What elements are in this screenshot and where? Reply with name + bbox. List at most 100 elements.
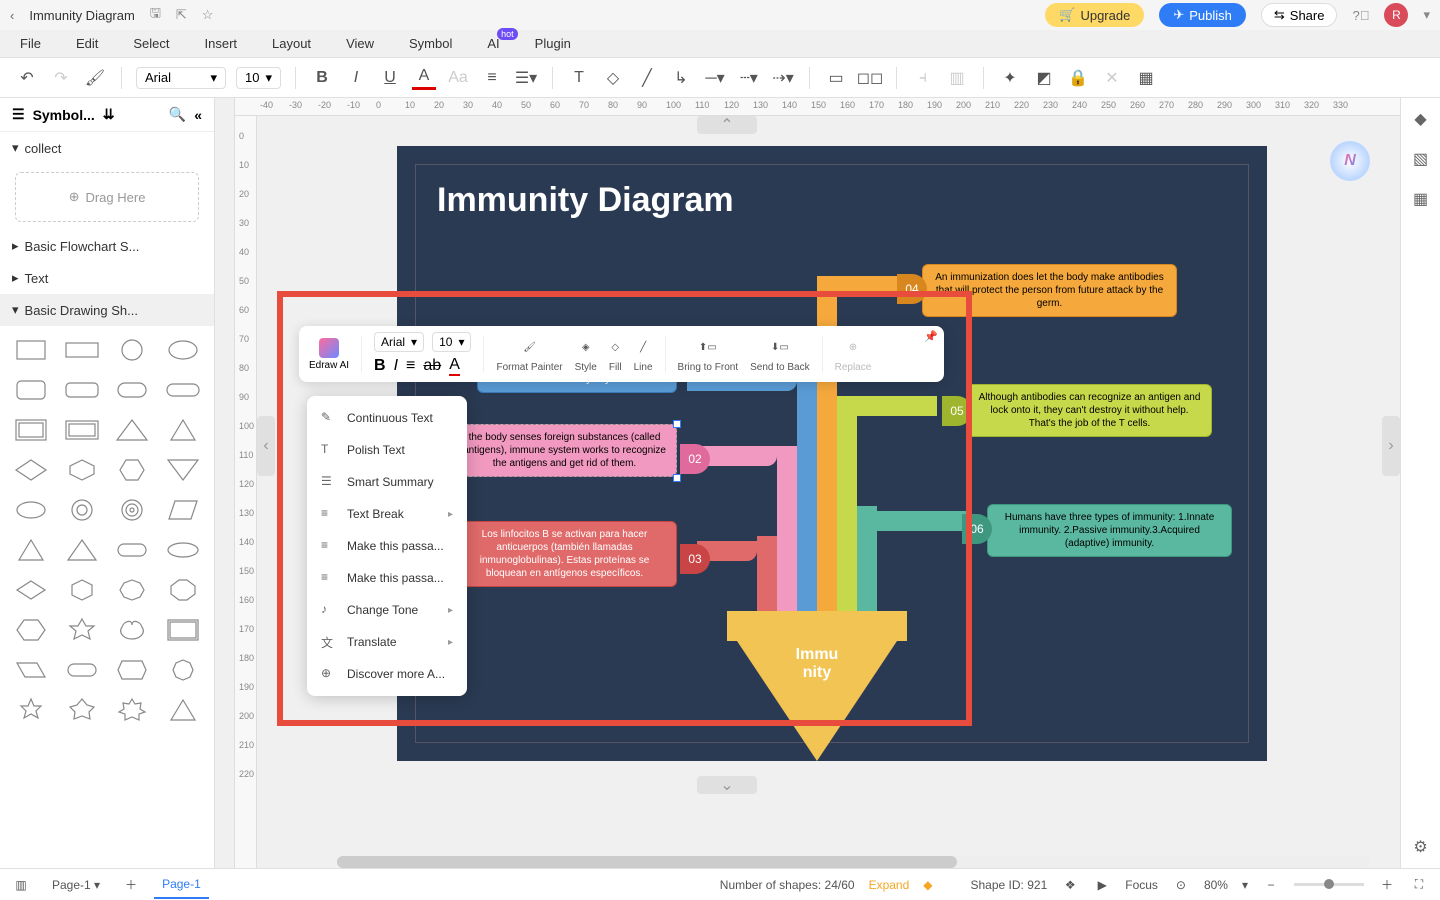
fullscreen-button[interactable]: ⛶ (1410, 876, 1428, 894)
search-icon[interactable]: 🔍 (169, 106, 186, 123)
lock-button[interactable]: 🔒 (1066, 66, 1090, 90)
zoom-slider[interactable] (1294, 883, 1364, 886)
shape-1[interactable] (61, 334, 103, 366)
table-button[interactable]: ▦ (1134, 66, 1158, 90)
shape-8[interactable] (10, 414, 52, 446)
help-icon[interactable]: ?⃝ (1352, 8, 1369, 23)
float-style[interactable]: ◈Style (575, 336, 597, 373)
zoom-in-button[interactable]: ＋ (1378, 876, 1396, 894)
shape-33[interactable] (61, 654, 103, 686)
zoom-chevron[interactable]: ▾ (1242, 878, 1248, 892)
fill-button[interactable]: ◇ (601, 66, 625, 90)
settings-rail-icon[interactable]: ⚙ (1410, 836, 1432, 858)
menu-ai[interactable]: AIhot (487, 36, 499, 51)
grid-icon[interactable]: ▦ (1410, 188, 1432, 210)
shape-35[interactable] (162, 654, 204, 686)
shape-11[interactable] (162, 414, 204, 446)
avatar-menu-chevron[interactable]: ▾ (1423, 7, 1430, 23)
diagram-box-06[interactable]: Humans have three types of immunity: 1.I… (987, 504, 1232, 557)
shape-3[interactable] (162, 334, 204, 366)
shape-38[interactable] (111, 694, 153, 726)
nav-up[interactable]: ⌃ (697, 116, 757, 134)
page-tab-selector[interactable]: Page-1 ▾ (44, 872, 108, 898)
shape-28[interactable] (10, 614, 52, 646)
redo-button[interactable]: ↷ (49, 66, 73, 90)
drag-here-zone[interactable]: ⊕ Drag Here (15, 172, 199, 222)
float-italic[interactable]: I (394, 357, 398, 375)
shape-26[interactable] (111, 574, 153, 606)
page-button[interactable]: ▭ (824, 66, 848, 90)
text-case-button[interactable]: Aa (446, 66, 470, 90)
shape-37[interactable] (61, 694, 103, 726)
sidebar-section-drawing[interactable]: ▾ Basic Drawing Sh... (0, 294, 214, 326)
shape-17[interactable] (61, 494, 103, 526)
menu-select[interactable]: Select (133, 36, 169, 51)
ctx-make-this-passa-[interactable]: ≡Make this passa... (307, 530, 467, 562)
shape-15[interactable] (162, 454, 204, 486)
menu-plugin[interactable]: Plugin (535, 36, 571, 51)
ctx-make-this-passa-[interactable]: ≡Make this passa... (307, 562, 467, 594)
shape-2[interactable] (111, 334, 153, 366)
zoom-level[interactable]: 80% (1204, 878, 1228, 892)
shape-27[interactable] (162, 574, 204, 606)
shape-19[interactable] (162, 494, 204, 526)
focus-play-icon[interactable]: ⊙ (1172, 876, 1190, 894)
shape-9[interactable] (61, 414, 103, 446)
shape-36[interactable] (10, 694, 52, 726)
sidebar-section-text[interactable]: ▸ Text (0, 262, 214, 294)
star-icon[interactable]: ☆ (202, 7, 214, 23)
effects-button[interactable]: ✦ (998, 66, 1022, 90)
ctx-continuous-text[interactable]: ✎Continuous Text (307, 402, 467, 434)
line-weight-button[interactable]: ─▾ (703, 66, 727, 90)
italic-button[interactable]: I (344, 66, 368, 90)
shape-7[interactable] (162, 374, 204, 406)
line-style-button[interactable]: ╱ (635, 66, 659, 90)
font-color-button[interactable]: A (412, 66, 436, 90)
shape-16[interactable] (10, 494, 52, 526)
shape-0[interactable] (10, 334, 52, 366)
float-line[interactable]: ╱Line (634, 336, 653, 373)
canvas-inner[interactable]: ⌃ ‹ › ⌄ Immunity Diagram (257, 116, 1400, 868)
shape-34[interactable] (111, 654, 153, 686)
share-button[interactable]: ⇆ Share (1261, 3, 1338, 27)
float-strike[interactable]: ab (423, 357, 441, 375)
shape-31[interactable] (162, 614, 204, 646)
menu-symbol[interactable]: Symbol (409, 36, 452, 51)
ctx-text-break[interactable]: ≡Text Break▸ (307, 498, 467, 530)
publish-button[interactable]: ✈ Publish (1159, 3, 1246, 27)
back-button[interactable]: ‹ (10, 8, 14, 23)
collapse-icon[interactable]: ⇊ (103, 106, 115, 123)
shape-32[interactable] (10, 654, 52, 686)
theme-icon[interactable]: ◆ (1410, 108, 1432, 130)
menu-file[interactable]: File (20, 36, 41, 51)
collapse-sidebar-icon[interactable]: « (194, 107, 202, 123)
tools-button[interactable]: ✕ (1100, 66, 1124, 90)
shape-21[interactable] (61, 534, 103, 566)
diamond-icon[interactable]: ◆ (923, 878, 932, 892)
float-color[interactable]: A (449, 356, 460, 376)
shape-13[interactable] (61, 454, 103, 486)
line-spacing-button[interactable]: ☰▾ (514, 66, 538, 90)
sidebar-section-collect[interactable]: ▾ collect (0, 132, 214, 164)
image-icon[interactable]: ▧ (1410, 148, 1432, 170)
layers-icon[interactable]: ❖ (1061, 876, 1079, 894)
focus-button[interactable]: Focus (1125, 878, 1158, 892)
shape-4[interactable] (10, 374, 52, 406)
outline-icon[interactable]: ▥ (12, 876, 30, 894)
underline-button[interactable]: U (378, 66, 402, 90)
format-painter-icon[interactable]: 🖌 (83, 66, 107, 90)
float-bring-front[interactable]: ⬆▭Bring to Front (678, 336, 739, 373)
shape-18[interactable] (111, 494, 153, 526)
arrow-style-button[interactable]: ⇢▾ (771, 66, 795, 90)
save-icon[interactable]: 🖫 (150, 4, 161, 26)
shape-14[interactable] (111, 454, 153, 486)
zoom-out-button[interactable]: − (1262, 876, 1280, 894)
menu-view[interactable]: View (346, 36, 374, 51)
shape-30[interactable] (111, 614, 153, 646)
export-icon[interactable]: ⇱ (176, 7, 187, 23)
float-replace[interactable]: ⊕Replace (835, 336, 872, 373)
nav-down[interactable]: ⌄ (697, 776, 757, 794)
menu-layout[interactable]: Layout (272, 36, 311, 51)
shape-22[interactable] (111, 534, 153, 566)
ctx-translate[interactable]: 文Translate▸ (307, 626, 467, 658)
